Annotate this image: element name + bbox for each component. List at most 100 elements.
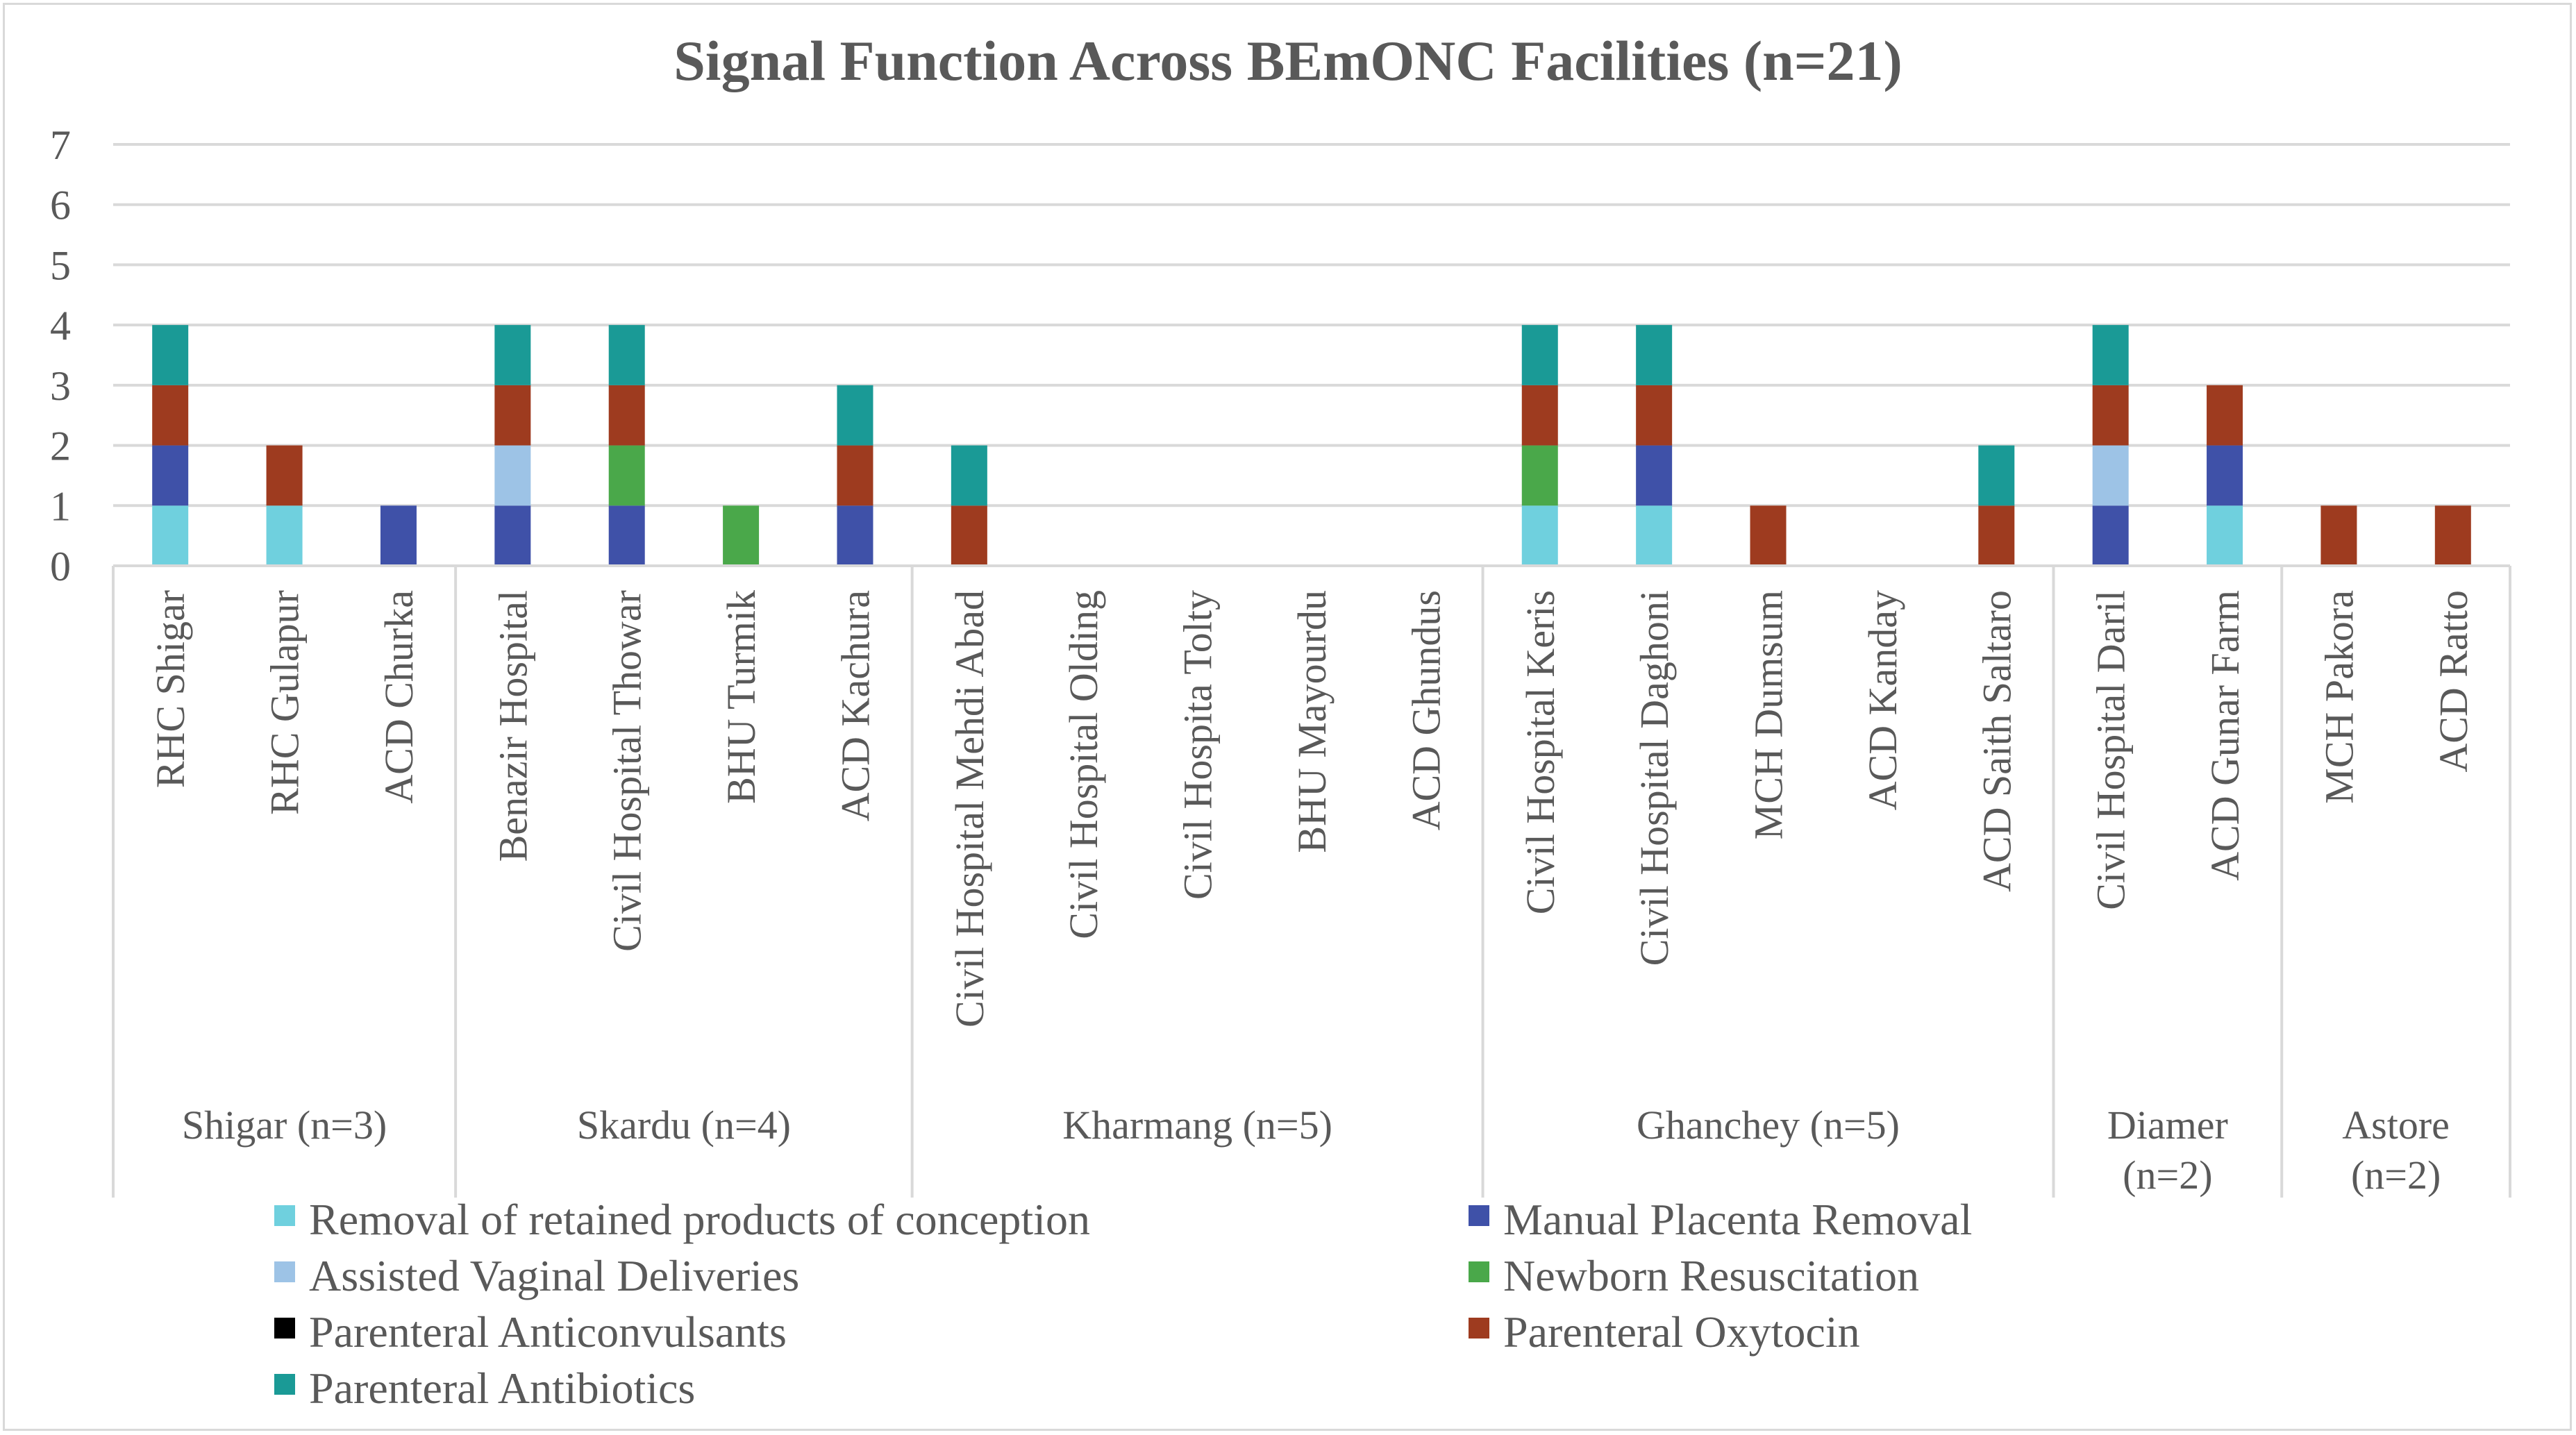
group-label-3: Kharmang (n=5) — [1062, 1102, 1332, 1148]
bar-segment-17-series-6 — [1978, 505, 2015, 566]
category-label-8: Civil Hospital Mehdi Abad — [947, 590, 992, 1027]
category-label-4: Benazir Hospital — [490, 590, 535, 862]
bar-segment-18-series-7 — [2092, 325, 2129, 385]
bar-segment-14-series-6 — [1636, 385, 1673, 446]
bar-segment-8-series-6 — [951, 505, 987, 566]
bar-segment-2-series-1 — [266, 505, 303, 566]
group-label-2: Skardu (n=4) — [577, 1102, 791, 1148]
y-tick-label-5: 5 — [50, 242, 71, 288]
category-label-18: Civil Hospital Daril — [2089, 590, 2134, 910]
legend-swatch-6 — [1469, 1318, 1489, 1339]
legend-label-5: Parenteral Anticonvulsants — [309, 1307, 787, 1357]
group-labels: Shigar (n=3) Skardu (n=4) Kharmang (n=5) Gh… — [182, 1102, 2450, 1198]
y-tick-label-1: 1 — [50, 483, 71, 529]
legend-label-1: Removal of retained products of concepti… — [309, 1195, 1090, 1244]
gridlines — [113, 143, 2510, 567]
legend-swatch-5 — [274, 1318, 295, 1339]
legend-label-6: Parenteral Oxytocin — [1503, 1307, 1860, 1357]
bar-segment-13-series-6 — [1521, 385, 1558, 446]
y-tick-label-0: 0 — [50, 544, 71, 589]
legend: Removal of retained products of concepti… — [274, 1195, 1972, 1413]
y-tick-label-4: 4 — [50, 303, 71, 349]
category-label-17: ACD Saith Saltaro — [1974, 590, 2019, 892]
bar-segment-18-series-2 — [2092, 505, 2129, 566]
bar-segment-8-series-7 — [951, 445, 987, 506]
bar-segment-5-series-6 — [608, 385, 645, 446]
bar-segment-13-series-1 — [1521, 505, 1558, 566]
category-label-12: ACD Ghundus — [1403, 590, 1448, 830]
bar-segment-7-series-7 — [837, 385, 873, 446]
bar-segment-14-series-2 — [1636, 445, 1673, 506]
category-label-10: Civil Hospita Tolty — [1176, 590, 1221, 900]
legend-swatch-7 — [274, 1374, 295, 1395]
legend-swatch-1 — [274, 1205, 295, 1226]
y-tick-label-2: 2 — [50, 423, 71, 469]
category-labels: RHC Shigar RHC Gulapur ACD Churka Benazir H… — [148, 590, 2476, 1027]
bar-segment-7-series-2 — [837, 505, 873, 566]
category-label-3: ACD Churka — [376, 590, 421, 804]
bar-segment-19-series-2 — [2207, 445, 2243, 506]
bars — [152, 325, 2471, 566]
category-label-7: ACD Kachura — [833, 590, 878, 821]
category-label-1: RHC Shigar — [148, 590, 193, 788]
bar-segment-5-series-4 — [608, 445, 645, 506]
group-label-5: Diamer (n=2) — [2107, 1102, 2228, 1198]
legend-swatch-3 — [274, 1261, 295, 1282]
legend-label-2: Manual Placenta Removal — [1503, 1195, 1972, 1244]
bar-segment-3-series-2 — [380, 505, 417, 566]
bar-segment-17-series-7 — [1978, 445, 2015, 506]
bar-segment-15-series-6 — [1750, 505, 1787, 566]
bar-segment-1-series-2 — [152, 445, 189, 506]
legend-label-3: Assisted Vaginal Deliveries — [309, 1251, 799, 1300]
bar-segment-18-series-3 — [2092, 445, 2129, 506]
group-label-1: Shigar (n=3) — [182, 1102, 387, 1148]
bar-segment-19-series-6 — [2207, 385, 2243, 446]
x-axis — [112, 564, 2511, 1198]
bar-segment-7-series-6 — [837, 445, 873, 506]
bar-segment-19-series-1 — [2207, 505, 2243, 566]
legend-swatch-2 — [1469, 1205, 1489, 1226]
bar-segment-13-series-7 — [1521, 325, 1558, 385]
bar-segment-14-series-7 — [1636, 325, 1673, 385]
legend-label-4: Newborn Resuscitation — [1503, 1251, 1919, 1300]
bar-segment-1-series-1 — [152, 505, 189, 566]
category-label-21: ACD Ratto — [2431, 590, 2476, 773]
y-tick-label-3: 3 — [50, 363, 71, 409]
category-label-20: MCH Pakora — [2316, 590, 2361, 804]
category-label-14: Civil Hospital Daghoni — [1632, 590, 1677, 966]
legend-swatch-4 — [1469, 1261, 1489, 1282]
category-label-19: ACD Gunar Farm — [2202, 590, 2248, 881]
bar-segment-6-series-4 — [723, 505, 760, 566]
category-label-6: BHU Turmik — [719, 590, 764, 804]
chart-title: Signal Function Across BEmONC Facilities… — [674, 29, 1902, 92]
category-label-11: BHU Mayourdu — [1289, 590, 1335, 853]
bar-segment-13-series-4 — [1521, 445, 1558, 506]
bar-segment-20-series-6 — [2320, 505, 2357, 566]
chart-frame — [3, 3, 2572, 1431]
category-label-15: MCH Dumsum — [1746, 590, 1791, 839]
bar-segment-2-series-6 — [266, 445, 303, 506]
legend-label-7: Parenteral Antibiotics — [309, 1363, 695, 1413]
bar-segment-5-series-7 — [608, 325, 645, 385]
category-label-2: RHC Gulapur — [262, 590, 308, 815]
category-label-9: Civil Hospital Olding — [1061, 590, 1106, 939]
bar-segment-5-series-2 — [608, 505, 645, 566]
category-label-13: Civil Hospital Keris — [1518, 590, 1563, 914]
bar-segment-4-series-2 — [494, 505, 531, 566]
bar-segment-4-series-6 — [494, 385, 531, 446]
bar-segment-14-series-1 — [1636, 505, 1673, 566]
y-axis-ticks: 0 1 2 3 4 5 6 7 — [50, 122, 71, 589]
category-label-5: Civil Hospital Thowar — [605, 590, 650, 952]
group-label-4: Ghanchey (n=5) — [1637, 1102, 1900, 1148]
y-tick-label-7: 7 — [50, 122, 71, 168]
bar-segment-1-series-7 — [152, 325, 189, 385]
bar-segment-1-series-6 — [152, 385, 189, 446]
bar-segment-4-series-7 — [494, 325, 531, 385]
category-label-16: ACD Kanday — [1860, 590, 1905, 810]
group-label-6: Astore (n=2) — [2342, 1102, 2450, 1198]
y-tick-label-6: 6 — [50, 183, 71, 228]
bar-segment-21-series-6 — [2434, 505, 2471, 566]
bar-segment-18-series-6 — [2092, 385, 2129, 446]
bar-segment-4-series-3 — [494, 445, 531, 506]
